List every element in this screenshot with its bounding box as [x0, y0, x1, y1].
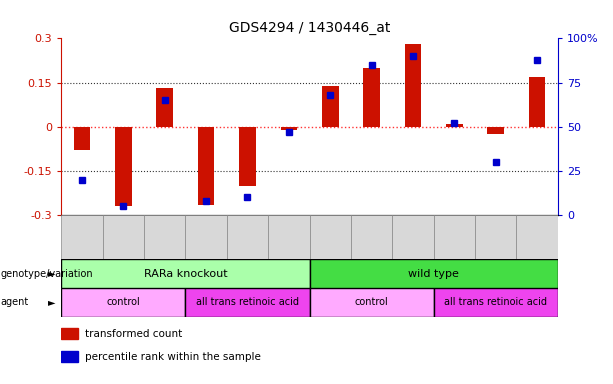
Bar — [61, 259, 310, 288]
Bar — [61, 288, 186, 317]
Bar — [239, 127, 256, 185]
Bar — [529, 77, 546, 127]
Bar — [446, 124, 463, 127]
Text: ►: ► — [48, 268, 56, 279]
Bar — [405, 44, 421, 127]
Bar — [434, 288, 558, 317]
Bar — [434, 215, 475, 259]
Bar — [392, 215, 434, 259]
Text: percentile rank within the sample: percentile rank within the sample — [85, 352, 261, 362]
Bar — [115, 127, 132, 206]
Bar — [74, 127, 90, 150]
Text: all trans retinoic acid: all trans retinoic acid — [444, 297, 547, 308]
Bar — [144, 215, 186, 259]
Bar — [487, 127, 504, 134]
Bar — [516, 215, 558, 259]
Bar — [322, 86, 338, 127]
Bar — [61, 328, 78, 339]
Bar — [103, 215, 144, 259]
Bar — [186, 288, 310, 317]
Bar — [227, 215, 268, 259]
Text: genotype/variation: genotype/variation — [1, 268, 93, 279]
Bar — [61, 351, 78, 362]
Bar — [310, 215, 351, 259]
Bar — [310, 259, 558, 288]
Text: agent: agent — [1, 297, 29, 308]
Bar — [351, 215, 392, 259]
Bar — [61, 215, 103, 259]
Bar — [198, 127, 215, 205]
Text: ►: ► — [48, 297, 56, 308]
Text: RARa knockout: RARa knockout — [143, 268, 227, 279]
Bar — [364, 68, 380, 127]
Text: all trans retinoic acid: all trans retinoic acid — [196, 297, 299, 308]
Text: control: control — [355, 297, 389, 308]
Bar — [156, 88, 173, 127]
Bar — [475, 215, 516, 259]
Text: transformed count: transformed count — [85, 329, 183, 339]
Title: GDS4294 / 1430446_at: GDS4294 / 1430446_at — [229, 21, 390, 35]
Bar — [281, 127, 297, 130]
Bar — [268, 215, 310, 259]
Text: control: control — [107, 297, 140, 308]
Text: wild type: wild type — [408, 268, 459, 279]
Bar — [186, 215, 227, 259]
Bar — [310, 288, 434, 317]
